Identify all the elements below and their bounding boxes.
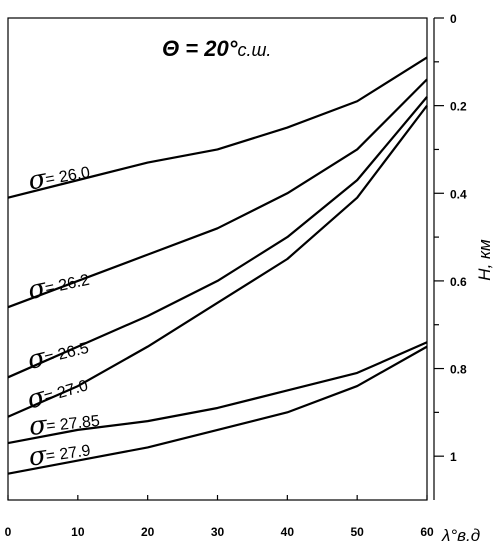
series-layer: [7, 56, 428, 475]
x-tick-label: 60: [420, 525, 434, 539]
series-label-value: = 26.5: [43, 340, 91, 367]
series-label-value: = 27.85: [45, 413, 100, 436]
series-label-sigma: σ: [26, 164, 50, 197]
x-tick-label: 0: [5, 525, 12, 539]
series-label: σ= 27.0: [24, 377, 91, 415]
title-equals: =: [179, 36, 204, 61]
axis-layer: 00.20.40.60.810 10 20 30 40 50 60: [5, 12, 467, 539]
x-tick-label: 20: [141, 525, 155, 539]
y-tick-label: 0: [450, 12, 457, 26]
series-label: σ= 26.5: [24, 340, 91, 376]
series-label-value: = 27.9: [45, 442, 92, 465]
x-axis-title: λ°в.д: [441, 526, 480, 545]
y-tick-label: 0.4: [450, 187, 467, 201]
series-label-value: = 27.0: [42, 377, 90, 406]
series-label: σ= 26.2: [25, 272, 92, 306]
series-label: σ= 27.9: [27, 440, 92, 472]
x-tick-label: 30: [211, 525, 225, 539]
series-line: [7, 56, 428, 199]
y-tick-label: 0.6: [450, 275, 467, 289]
title-suffix: с.ш.: [237, 40, 271, 60]
series-label: σ= 26.0: [26, 164, 91, 197]
series-label-value: = 26.0: [44, 164, 91, 189]
series-line: [7, 96, 428, 379]
x-tick-label: 10: [71, 525, 85, 539]
y-tick-label: 1: [450, 450, 457, 464]
series-label-layer: σ= 26.0σ= 26.2σ= 26.5σ= 27.0σ= 27.85σ= 2…: [24, 164, 101, 473]
y-axis-title: H, км: [475, 239, 494, 281]
y-tick-label: 0.8: [450, 363, 467, 377]
x-tick-label: 40: [281, 525, 295, 539]
y-tick-label: 0.2: [450, 100, 467, 114]
title-symbol: Θ: [162, 36, 179, 61]
series-label-value: = 26.2: [44, 272, 92, 298]
series-line: [7, 78, 428, 309]
x-tick-label: 50: [350, 525, 364, 539]
series-label-sigma: σ: [27, 440, 50, 472]
series-line: [7, 341, 428, 445]
title-value: 20°: [203, 36, 237, 61]
series-label: σ= 27.85: [28, 410, 101, 442]
chart-title: Θ = 20°с.ш.: [162, 36, 271, 61]
series-line: [7, 345, 428, 475]
series-label-sigma: σ: [28, 410, 50, 442]
series-line: [7, 104, 428, 418]
